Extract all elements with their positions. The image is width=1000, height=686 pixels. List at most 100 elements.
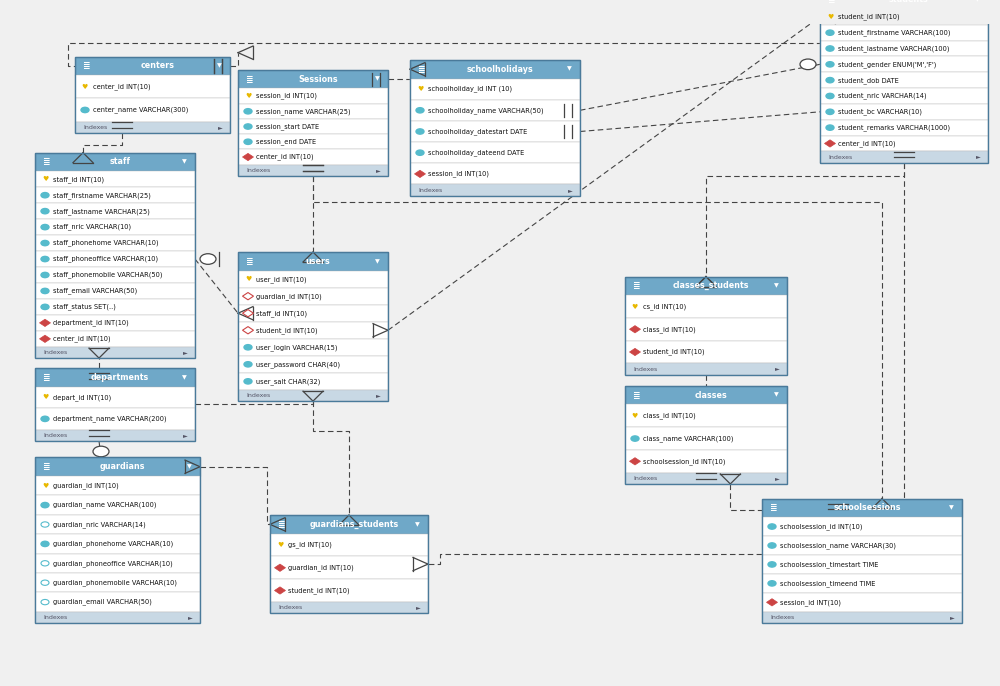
FancyBboxPatch shape — [35, 408, 195, 429]
FancyBboxPatch shape — [35, 235, 195, 251]
Text: ►: ► — [950, 615, 955, 620]
Circle shape — [768, 524, 776, 529]
Text: ♥: ♥ — [827, 14, 833, 20]
FancyBboxPatch shape — [35, 368, 195, 386]
FancyBboxPatch shape — [820, 136, 988, 152]
Polygon shape — [242, 309, 254, 317]
FancyBboxPatch shape — [75, 121, 230, 133]
FancyBboxPatch shape — [270, 534, 428, 556]
FancyBboxPatch shape — [35, 219, 195, 235]
Text: user_password CHAR(40): user_password CHAR(40) — [256, 361, 340, 368]
Circle shape — [244, 379, 252, 384]
Polygon shape — [630, 348, 640, 355]
Text: ►: ► — [183, 433, 188, 438]
Text: ▼: ▼ — [949, 506, 954, 510]
Text: ▼: ▼ — [774, 283, 779, 288]
Circle shape — [244, 344, 252, 350]
Text: ≣: ≣ — [632, 281, 640, 290]
Circle shape — [244, 362, 252, 367]
FancyBboxPatch shape — [625, 473, 787, 484]
Text: schoolholiday_datestart DATE: schoolholiday_datestart DATE — [428, 128, 527, 135]
Text: schoolsession_id INT(10): schoolsession_id INT(10) — [643, 458, 726, 464]
Circle shape — [244, 139, 252, 145]
Text: ♥: ♥ — [82, 84, 88, 90]
Text: schoolsession_timeend TIME: schoolsession_timeend TIME — [780, 580, 875, 587]
Text: ►: ► — [376, 168, 381, 173]
Text: departments: departments — [91, 372, 149, 382]
Text: users: users — [306, 257, 330, 266]
Text: Indexes: Indexes — [246, 393, 270, 398]
FancyBboxPatch shape — [410, 60, 580, 78]
FancyBboxPatch shape — [35, 299, 195, 315]
FancyBboxPatch shape — [35, 458, 200, 476]
Text: schoolholiday_id INT (10): schoolholiday_id INT (10) — [428, 86, 512, 93]
Circle shape — [200, 254, 216, 264]
Text: schoolholiday_name VARCHAR(50): schoolholiday_name VARCHAR(50) — [428, 107, 544, 114]
FancyBboxPatch shape — [270, 602, 428, 613]
Text: student_firstname VARCHAR(100): student_firstname VARCHAR(100) — [838, 29, 950, 36]
Text: ▼: ▼ — [567, 67, 572, 72]
Text: user_id INT(10): user_id INT(10) — [256, 276, 307, 283]
Text: guardian_phonemobile VARCHAR(10): guardian_phonemobile VARCHAR(10) — [53, 579, 177, 586]
Text: ≣: ≣ — [632, 390, 640, 400]
FancyBboxPatch shape — [625, 295, 787, 318]
Polygon shape — [274, 587, 286, 594]
Text: student_remarks VARCHAR(1000): student_remarks VARCHAR(1000) — [838, 124, 950, 131]
Text: center_name VARCHAR(300): center_name VARCHAR(300) — [93, 106, 188, 113]
Text: centers: centers — [140, 62, 175, 71]
Text: ▼: ▼ — [182, 375, 187, 380]
Text: ►: ► — [188, 615, 193, 620]
FancyBboxPatch shape — [410, 185, 580, 196]
Text: student_id INT(10): student_id INT(10) — [643, 348, 705, 355]
FancyBboxPatch shape — [238, 322, 388, 339]
Circle shape — [826, 30, 834, 36]
Text: ♥: ♥ — [277, 542, 283, 548]
Text: class_id INT(10): class_id INT(10) — [643, 326, 696, 333]
Text: students: students — [889, 0, 929, 4]
FancyBboxPatch shape — [238, 119, 388, 134]
Circle shape — [826, 62, 834, 67]
Circle shape — [81, 107, 89, 113]
FancyBboxPatch shape — [35, 283, 195, 299]
Text: ►: ► — [376, 393, 381, 398]
FancyBboxPatch shape — [238, 270, 388, 287]
Circle shape — [768, 562, 776, 567]
Text: ►: ► — [976, 154, 981, 160]
Text: schoolholidays: schoolholidays — [467, 64, 533, 73]
Text: schoolsession_timestart TIME: schoolsession_timestart TIME — [780, 561, 878, 568]
Text: student_dob DATE: student_dob DATE — [838, 77, 899, 84]
Text: staff_phonemobile VARCHAR(50): staff_phonemobile VARCHAR(50) — [53, 272, 162, 279]
FancyBboxPatch shape — [762, 593, 962, 612]
Text: ►: ► — [775, 366, 780, 372]
Circle shape — [41, 416, 49, 421]
Text: session_end DATE: session_end DATE — [256, 139, 316, 145]
Circle shape — [826, 78, 834, 83]
Polygon shape — [242, 154, 254, 161]
Text: Indexes: Indexes — [828, 154, 852, 160]
Text: depart_id INT(10): depart_id INT(10) — [53, 394, 111, 401]
Text: center_id INT(10): center_id INT(10) — [53, 335, 111, 342]
Text: student_id INT(10): student_id INT(10) — [256, 327, 318, 333]
Circle shape — [41, 257, 49, 261]
FancyBboxPatch shape — [625, 364, 787, 375]
Circle shape — [826, 125, 834, 130]
Text: cs_id INT(10): cs_id INT(10) — [643, 303, 686, 310]
FancyBboxPatch shape — [238, 287, 388, 305]
FancyBboxPatch shape — [410, 121, 580, 142]
Circle shape — [41, 288, 49, 294]
Text: ≣: ≣ — [827, 0, 834, 4]
Text: ≣: ≣ — [245, 75, 252, 84]
Circle shape — [244, 124, 252, 129]
FancyBboxPatch shape — [35, 172, 195, 187]
FancyBboxPatch shape — [820, 88, 988, 104]
FancyBboxPatch shape — [270, 556, 428, 579]
Circle shape — [768, 543, 776, 548]
Text: department_name VARCHAR(200): department_name VARCHAR(200) — [53, 416, 167, 422]
Text: ▼: ▼ — [187, 464, 192, 469]
Text: guardian_id INT(10): guardian_id INT(10) — [288, 565, 354, 571]
Text: ♥: ♥ — [632, 413, 638, 419]
Text: Indexes: Indexes — [43, 615, 67, 620]
FancyBboxPatch shape — [35, 534, 200, 554]
Text: guardian_id INT(10): guardian_id INT(10) — [53, 482, 119, 489]
Text: staff_phonehome VARCHAR(10): staff_phonehome VARCHAR(10) — [53, 239, 159, 246]
